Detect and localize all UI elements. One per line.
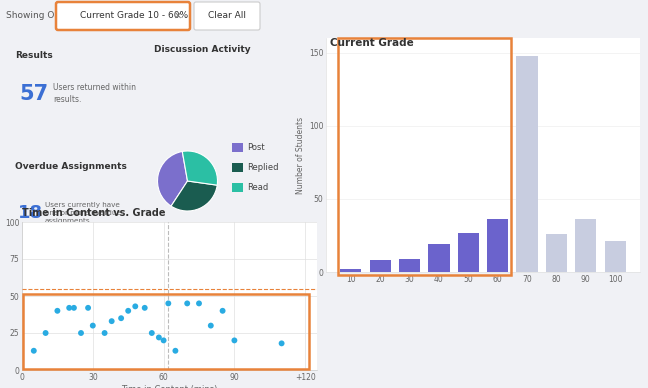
Text: Replied: Replied [247,163,279,172]
Bar [516,55,538,272]
Bar [575,219,596,272]
Text: Current Grade 10 - 60%: Current Grade 10 - 60% [80,12,188,21]
Text: Time in Content vs. Grade: Time in Content vs. Grade [22,208,165,218]
Bar [428,244,450,272]
Wedge shape [182,151,218,185]
Point [163,300,174,307]
Point [229,337,240,343]
FancyBboxPatch shape [194,2,260,30]
Point [205,322,216,329]
Point [139,305,150,311]
Text: ✕: ✕ [174,11,182,21]
Text: Showing Only: Showing Only [6,12,68,21]
Text: Users returned within
results.: Users returned within results. [52,83,136,104]
Point [106,318,117,324]
Bar [399,259,420,272]
Point [52,308,63,314]
Wedge shape [171,181,217,211]
Text: Post: Post [247,143,264,152]
Text: System Access: System Access [154,272,229,281]
Bar [457,232,479,272]
Bar [338,38,511,275]
Point [277,340,287,346]
Text: 8: 8 [157,314,170,332]
Point [99,330,110,336]
Bar [605,241,626,272]
Point [146,330,157,336]
Text: Clear All: Clear All [208,12,246,21]
Bar [23,294,308,369]
Text: 18: 18 [17,204,43,222]
X-axis label: Time in Content (mins): Time in Content (mins) [121,385,218,388]
Wedge shape [157,151,187,206]
Point [64,305,75,311]
Text: 57: 57 [19,84,48,104]
Text: User have no system
access in the last 14
days.: User have no system access in the last 1… [188,312,264,334]
Point [130,303,141,310]
Bar [487,219,508,272]
Point [154,334,164,341]
Point [116,315,126,321]
Text: Current Grade: Current Grade [330,38,414,48]
Y-axis label: Number of Students: Number of Students [295,116,305,194]
Point [83,305,93,311]
Point [194,300,204,307]
Text: Read: Read [247,183,268,192]
Point [158,337,168,343]
Bar [546,234,567,272]
Point [29,348,39,354]
FancyBboxPatch shape [56,2,190,30]
Point [87,322,98,329]
Bar [369,260,391,272]
Point [170,348,181,354]
Text: Users currently have
one or more overdue
assignments.: Users currently have one or more overdue… [45,202,121,224]
Text: Discussion Activity: Discussion Activity [154,45,250,54]
Point [76,330,86,336]
Point [182,300,192,307]
Point [123,308,133,314]
Point [69,305,79,311]
Point [218,308,228,314]
Point [40,330,51,336]
Text: Overdue Assignments: Overdue Assignments [15,162,127,171]
Text: Results: Results [15,51,53,60]
Bar [340,269,362,272]
